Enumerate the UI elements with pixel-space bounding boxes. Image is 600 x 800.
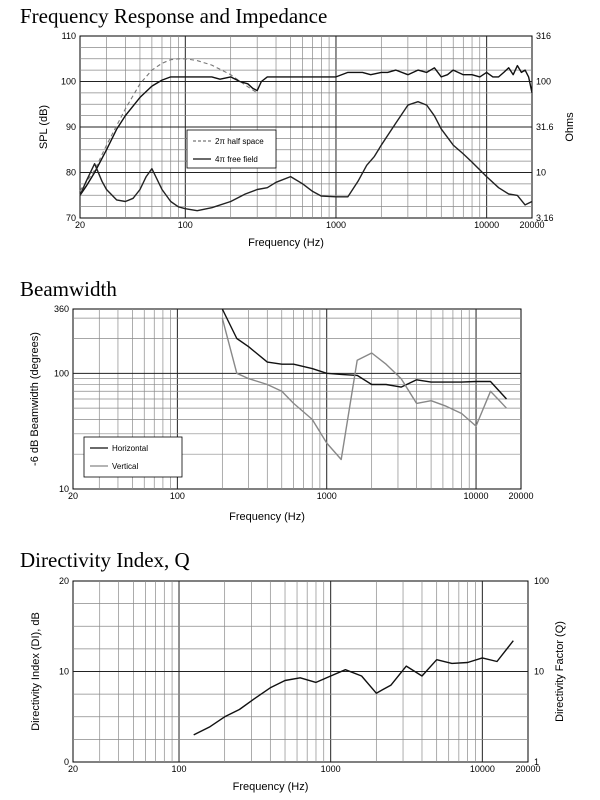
y-tick-label: 10	[59, 484, 69, 494]
x-tick-label: 20	[68, 764, 78, 774]
x-tick-label: 100	[171, 764, 186, 774]
y-tick-label: 70	[66, 213, 76, 223]
grid	[73, 309, 521, 489]
y2-tick-label: 100	[534, 576, 549, 586]
y-tick-label: 100	[61, 77, 76, 87]
x-tick-label: 10000	[464, 491, 489, 501]
legend-label: 4π free field	[215, 155, 258, 164]
x-tick-label: 20	[75, 220, 85, 230]
legend: 2π half space 4π free field	[186, 129, 277, 169]
chart-2: 20 100 1000 10000 20000 0 10 20 1 10 100 Frequency …	[30, 576, 566, 793]
chart-0: 20 100 1000 10000 20000 70 80 90 100 110 3.16 10 31.…	[38, 31, 576, 249]
series-line-0	[193, 640, 514, 736]
y2-tick-label: 10	[534, 667, 544, 677]
y-tick-label: 80	[66, 168, 76, 178]
x-tick-label: 20	[68, 491, 78, 501]
y2-tick-label: 31.6	[536, 122, 554, 132]
chart-title-beamwidth: Beamwidth	[20, 277, 117, 301]
x-tick-label: 20000	[519, 220, 544, 230]
y2-tick-label: 100	[536, 76, 551, 86]
x-tick-label: 1000	[326, 220, 346, 230]
y-tick-label: 360	[54, 304, 69, 314]
y2-tick-label: 3.16	[536, 213, 554, 223]
y2-tick-label: 316	[536, 31, 551, 41]
y-tick-label: 90	[66, 122, 76, 132]
x-tick-label: 10000	[474, 220, 499, 230]
x-tick-label: 20000	[515, 764, 540, 774]
y2-axis-label: Directivity Factor (Q)	[554, 621, 566, 722]
series-line-1	[79, 64, 533, 196]
y-tick-label: 110	[62, 31, 76, 41]
grid	[80, 36, 532, 218]
y2-axis-label: Ohms	[564, 112, 576, 142]
legend-box	[83, 436, 183, 478]
legend-label: Vertical	[112, 462, 138, 471]
y-tick-label: 100	[54, 368, 69, 378]
x-tick-label: 20000	[508, 491, 533, 501]
chart-title-directivity: Directivity Index, Q	[20, 548, 190, 572]
x-tick-label: 10000	[470, 764, 495, 774]
x-tick-label: 1000	[321, 764, 341, 774]
y2-tick-label: 1	[534, 757, 539, 767]
series-line-0	[79, 58, 258, 192]
legend-box	[186, 129, 277, 169]
x-axis-label: Frequency (Hz)	[248, 237, 324, 249]
x-axis-label: Frequency (Hz)	[233, 781, 309, 793]
grid	[73, 581, 528, 762]
x-tick-label: 100	[178, 220, 193, 230]
x-tick-label: 100	[170, 491, 185, 501]
y2-tick-label: 10	[536, 167, 546, 177]
series-line-1	[221, 318, 508, 461]
chart-1: 20 100 1000 10000 20000 10 100 360 Frequency (Hz…	[29, 304, 534, 523]
x-axis-label: Frequency (Hz)	[229, 511, 305, 523]
y-tick-label: 0	[64, 757, 69, 767]
y-axis-label: Directivity Index (DI), dB	[30, 612, 42, 731]
legend-label: Horizontal	[112, 444, 148, 453]
y-axis-label: SPL (dB)	[38, 105, 50, 149]
y-tick-label: 20	[59, 576, 69, 586]
x-tick-label: 1000	[317, 491, 337, 501]
legend: Horizontal Vertical	[83, 436, 183, 478]
series-line-0	[221, 308, 508, 400]
y-axis-label: -6 dB Beamwidth (degrees)	[29, 332, 41, 466]
legend-label: 2π half space	[215, 137, 264, 146]
chart-title-frequency-response: Frequency Response and Impedance	[20, 4, 328, 28]
y-tick-label: 10	[59, 667, 69, 677]
series-line-2	[79, 100, 533, 212]
